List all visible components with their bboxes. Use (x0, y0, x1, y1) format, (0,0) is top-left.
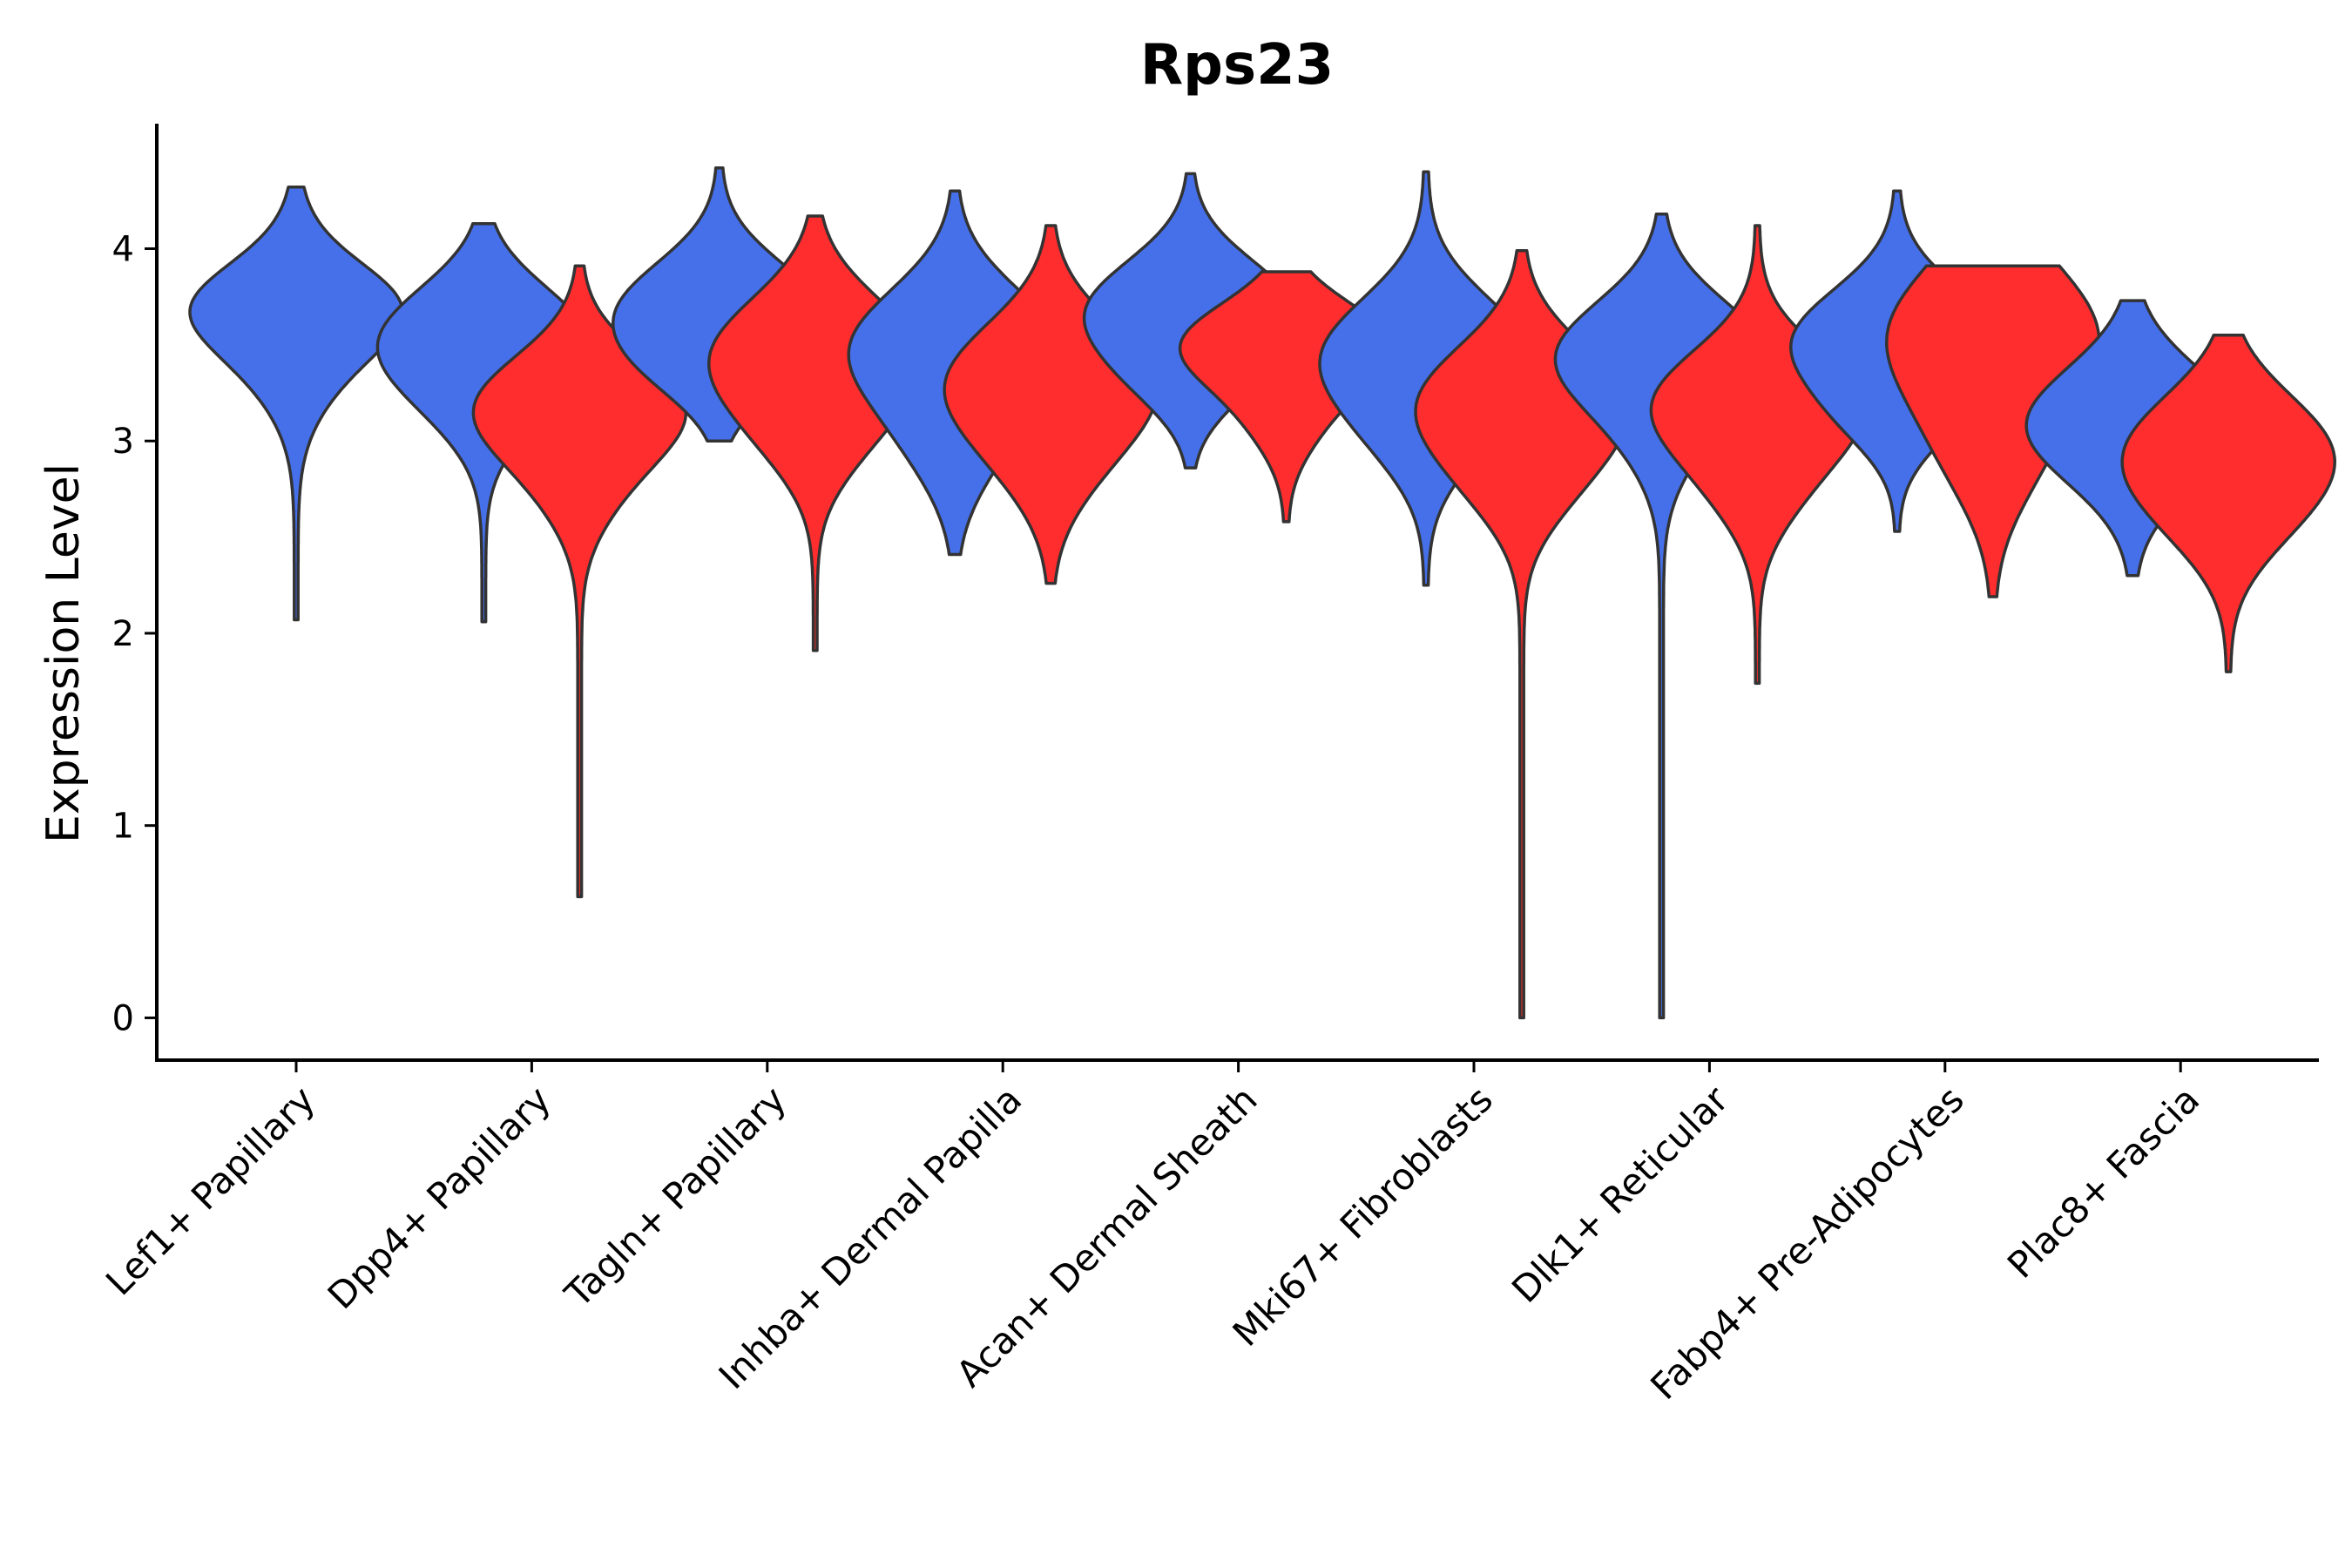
violin-red-6 (1649, 224, 1866, 686)
y-tick-label: 0 (112, 998, 134, 1038)
violin-blue-0 (188, 186, 404, 622)
x-category-label: Dlk1+ Reticular (1504, 1078, 1737, 1311)
violin-red-7 (1885, 264, 2101, 598)
y-tick-label: 4 (112, 229, 134, 269)
x-category-label: Mki67+ Fibroblasts (1225, 1078, 1501, 1354)
violin-red-8 (2120, 334, 2336, 673)
chart-title: Rps23 (1140, 33, 1334, 98)
y-tick-label: 2 (112, 614, 134, 654)
y-tick-label: 3 (112, 422, 134, 462)
x-category-label: Dpp4+ Papillary (320, 1078, 559, 1317)
x-category-label: Lef1+ Papillary (98, 1078, 323, 1303)
violin-red-5 (1414, 248, 1630, 1020)
violin-red-1 (471, 264, 688, 899)
y-tick-label: 1 (112, 807, 134, 847)
y-axis-label: Expression Level (37, 463, 90, 843)
x-category-label: Plac8+ Fascia (1999, 1078, 2207, 1286)
x-category-label: Tagln+ Papillary (556, 1078, 794, 1315)
y-ticks: 0 1 2 3 4 (112, 229, 157, 1038)
violins-layer (188, 166, 2336, 1020)
